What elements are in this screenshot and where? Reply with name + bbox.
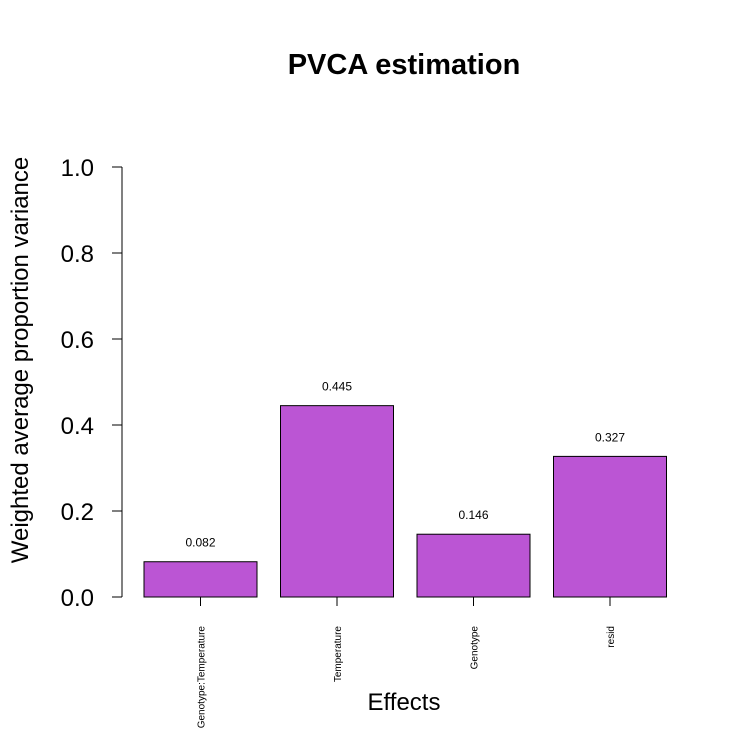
bars-group: 0.082 0.445 0.146 0.327: [143, 380, 667, 598]
y-axis-ticks: 0.0 0.2 0.4 0.6 0.8 1.0: [61, 155, 122, 612]
y-tick-label: 0.0: [61, 585, 94, 612]
bar: [553, 455, 667, 598]
bar: [280, 405, 394, 598]
bar-data-label: 0.082: [185, 536, 215, 550]
y-axis-label: Weighted average proportion variance: [7, 157, 34, 563]
y-tick-label: 0.8: [61, 241, 94, 268]
bar: [143, 561, 258, 598]
x-tick-label: Genotype: [470, 626, 481, 670]
x-tick-label: Genotype:Temperature: [197, 626, 208, 729]
x-axis-ticks: Genotype:Temperature Temperature Genotype r…: [197, 597, 617, 729]
y-tick-label: 1.0: [61, 155, 94, 182]
x-axis-label: Effects: [368, 689, 441, 716]
bar-data-label: 0.327: [595, 430, 625, 444]
bar: [416, 533, 531, 598]
x-tick-label: resid: [606, 626, 617, 648]
y-tick-label: 0.6: [61, 327, 94, 354]
y-tick-label: 0.4: [61, 413, 94, 440]
bar-data-label: 0.445: [322, 380, 352, 394]
bar-data-label: 0.146: [458, 508, 488, 522]
x-tick-label: Temperature: [333, 626, 344, 683]
chart-title: PVCA estimation: [288, 49, 521, 81]
y-tick-label: 0.2: [61, 499, 94, 526]
